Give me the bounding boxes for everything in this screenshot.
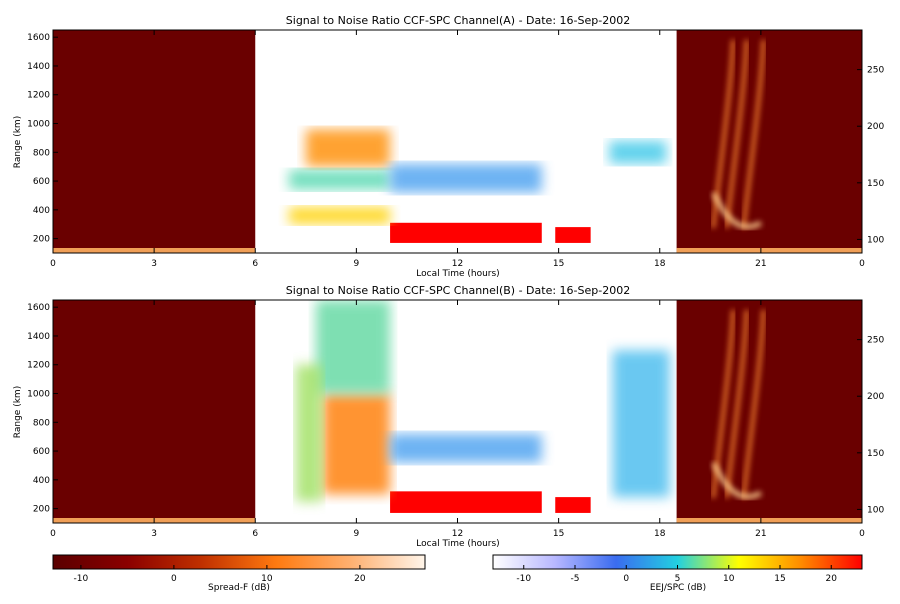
- y2-tick-label: 200: [867, 392, 884, 402]
- spreadf-block: [53, 300, 256, 523]
- colorbar-tick-label: -10: [516, 574, 531, 584]
- x-tick-label: 0: [859, 529, 865, 539]
- plot-area: [53, 30, 862, 253]
- x-tick-label: 15: [553, 259, 564, 269]
- y2-tick-label: 100: [867, 505, 884, 515]
- snr-echo: [288, 169, 391, 190]
- spreadf-plume: [724, 309, 749, 499]
- colorbar-eej-spc-label: EEJ/SPC (dB): [650, 583, 706, 593]
- x-tick-label: 9: [354, 529, 360, 539]
- spreadf-base-echo: [676, 518, 862, 523]
- x-tick-label: 6: [252, 259, 258, 269]
- snr-strong-echo: [555, 227, 591, 243]
- y-tick-label: 800: [33, 418, 50, 428]
- plot-area: [53, 300, 862, 523]
- panel-channel-b: Signal to Noise Ratio CCF-SPC Channel(B)…: [13, 284, 884, 549]
- colorbar-tick-label: 5: [675, 574, 681, 584]
- panel-a-ylabel: Range (km): [13, 116, 23, 168]
- snr-echo: [295, 364, 323, 502]
- y-tick-label: 200: [33, 235, 50, 245]
- x-tick-label: 21: [755, 529, 766, 539]
- y-tick-label: 1200: [27, 91, 50, 101]
- colorbar-tick-label: 20: [826, 574, 838, 584]
- spreadf-plume: [741, 309, 766, 499]
- colorbar-tick-label: 15: [774, 574, 785, 584]
- colorbar-spread-f: Spread-F (dB) -10 0 10 20: [52, 554, 426, 593]
- y-tick-label: 600: [33, 447, 50, 457]
- x-tick-label: 0: [50, 259, 56, 269]
- y-tick-label: 1600: [27, 33, 50, 43]
- x-tick-label: 9: [354, 259, 360, 269]
- spreadf-plume: [741, 39, 766, 229]
- snr-echo: [612, 350, 670, 498]
- colorbar-tick-label: -5: [571, 574, 580, 584]
- panel-b-title: Signal to Noise Ratio CCF-SPC Channel(B)…: [286, 284, 630, 297]
- spreadf-block: [676, 30, 862, 253]
- panel-b-ylabel: Range (km): [13, 386, 23, 438]
- x-tick-label: 18: [654, 529, 666, 539]
- y-tick-label: 1400: [27, 62, 50, 72]
- panel-channel-a: Signal to Noise Ratio CCF-SPC Channel(A)…: [13, 14, 884, 279]
- spreadf-bottomside-echo: [711, 461, 763, 500]
- snr-echo: [390, 163, 542, 193]
- y2-tick-label: 250: [867, 66, 884, 76]
- spreadf-plume: [724, 39, 749, 229]
- x-tick-label: 0: [859, 259, 865, 269]
- panel-a-xlabel: Local Time (hours): [416, 269, 499, 279]
- x-tick-label: 0: [50, 529, 56, 539]
- spreadf-plume: [711, 39, 736, 229]
- colorbar-tick-label: 10: [723, 574, 735, 584]
- colorbar-tick-label: 0: [623, 574, 629, 584]
- snr-strong-echo: [555, 497, 591, 513]
- snr-echo: [609, 140, 667, 164]
- x-tick-label: 3: [151, 529, 157, 539]
- colorbar-tick-label: -10: [74, 574, 89, 584]
- y-tick-label: 200: [33, 505, 50, 515]
- colorbar-scale: [52, 554, 426, 570]
- y-tick-label: 400: [33, 476, 50, 486]
- y2-tick-label: 100: [867, 235, 884, 245]
- snr-echo: [288, 206, 391, 225]
- colorbar-tick-label: 10: [261, 574, 273, 584]
- colorbar-tick-label: 20: [354, 574, 366, 584]
- colorbar-tick-label: 0: [171, 574, 177, 584]
- x-tick-label: 12: [452, 259, 463, 269]
- snr-echo: [315, 300, 391, 394]
- y-tick-label: 1600: [27, 303, 50, 313]
- spreadf-bottomside-echo: [711, 191, 763, 230]
- y-tick-label: 1000: [27, 390, 50, 400]
- y2-tick-label: 200: [867, 122, 884, 132]
- snr-strong-echo: [390, 491, 542, 513]
- spreadf-block: [676, 300, 862, 523]
- snr-strong-echo: [390, 222, 542, 243]
- x-tick-label: 21: [755, 259, 766, 269]
- panel-b-xlabel: Local Time (hours): [416, 539, 499, 549]
- y-tick-label: 400: [33, 206, 50, 216]
- x-tick-label: 6: [252, 529, 258, 539]
- x-tick-label: 15: [553, 529, 564, 539]
- y-tick-label: 800: [33, 148, 50, 158]
- y2-tick-label: 250: [867, 336, 884, 346]
- spreadf-block: [53, 30, 256, 253]
- colorbar-spread-f-label: Spread-F (dB): [208, 583, 270, 593]
- y-tick-label: 1200: [27, 361, 50, 371]
- snr-echo: [390, 433, 542, 463]
- panel-a-title: Signal to Noise Ratio CCF-SPC Channel(A)…: [286, 14, 630, 27]
- colorbar-eej-spc: EEJ/SPC (dB) -10 -5 0 5 10 15 20: [492, 554, 863, 593]
- x-tick-label: 12: [452, 529, 463, 539]
- spreadf-base-echo: [676, 248, 862, 253]
- y-tick-label: 1000: [27, 120, 50, 130]
- y2-tick-label: 150: [867, 449, 884, 459]
- y-tick-label: 600: [33, 177, 50, 187]
- snr-echo: [305, 129, 391, 167]
- snr-echo: [322, 393, 391, 495]
- y-tick-label: 1400: [27, 332, 50, 342]
- y2-tick-label: 150: [867, 179, 884, 189]
- spreadf-plume: [711, 309, 736, 499]
- x-tick-label: 3: [151, 259, 157, 269]
- x-tick-label: 18: [654, 259, 666, 269]
